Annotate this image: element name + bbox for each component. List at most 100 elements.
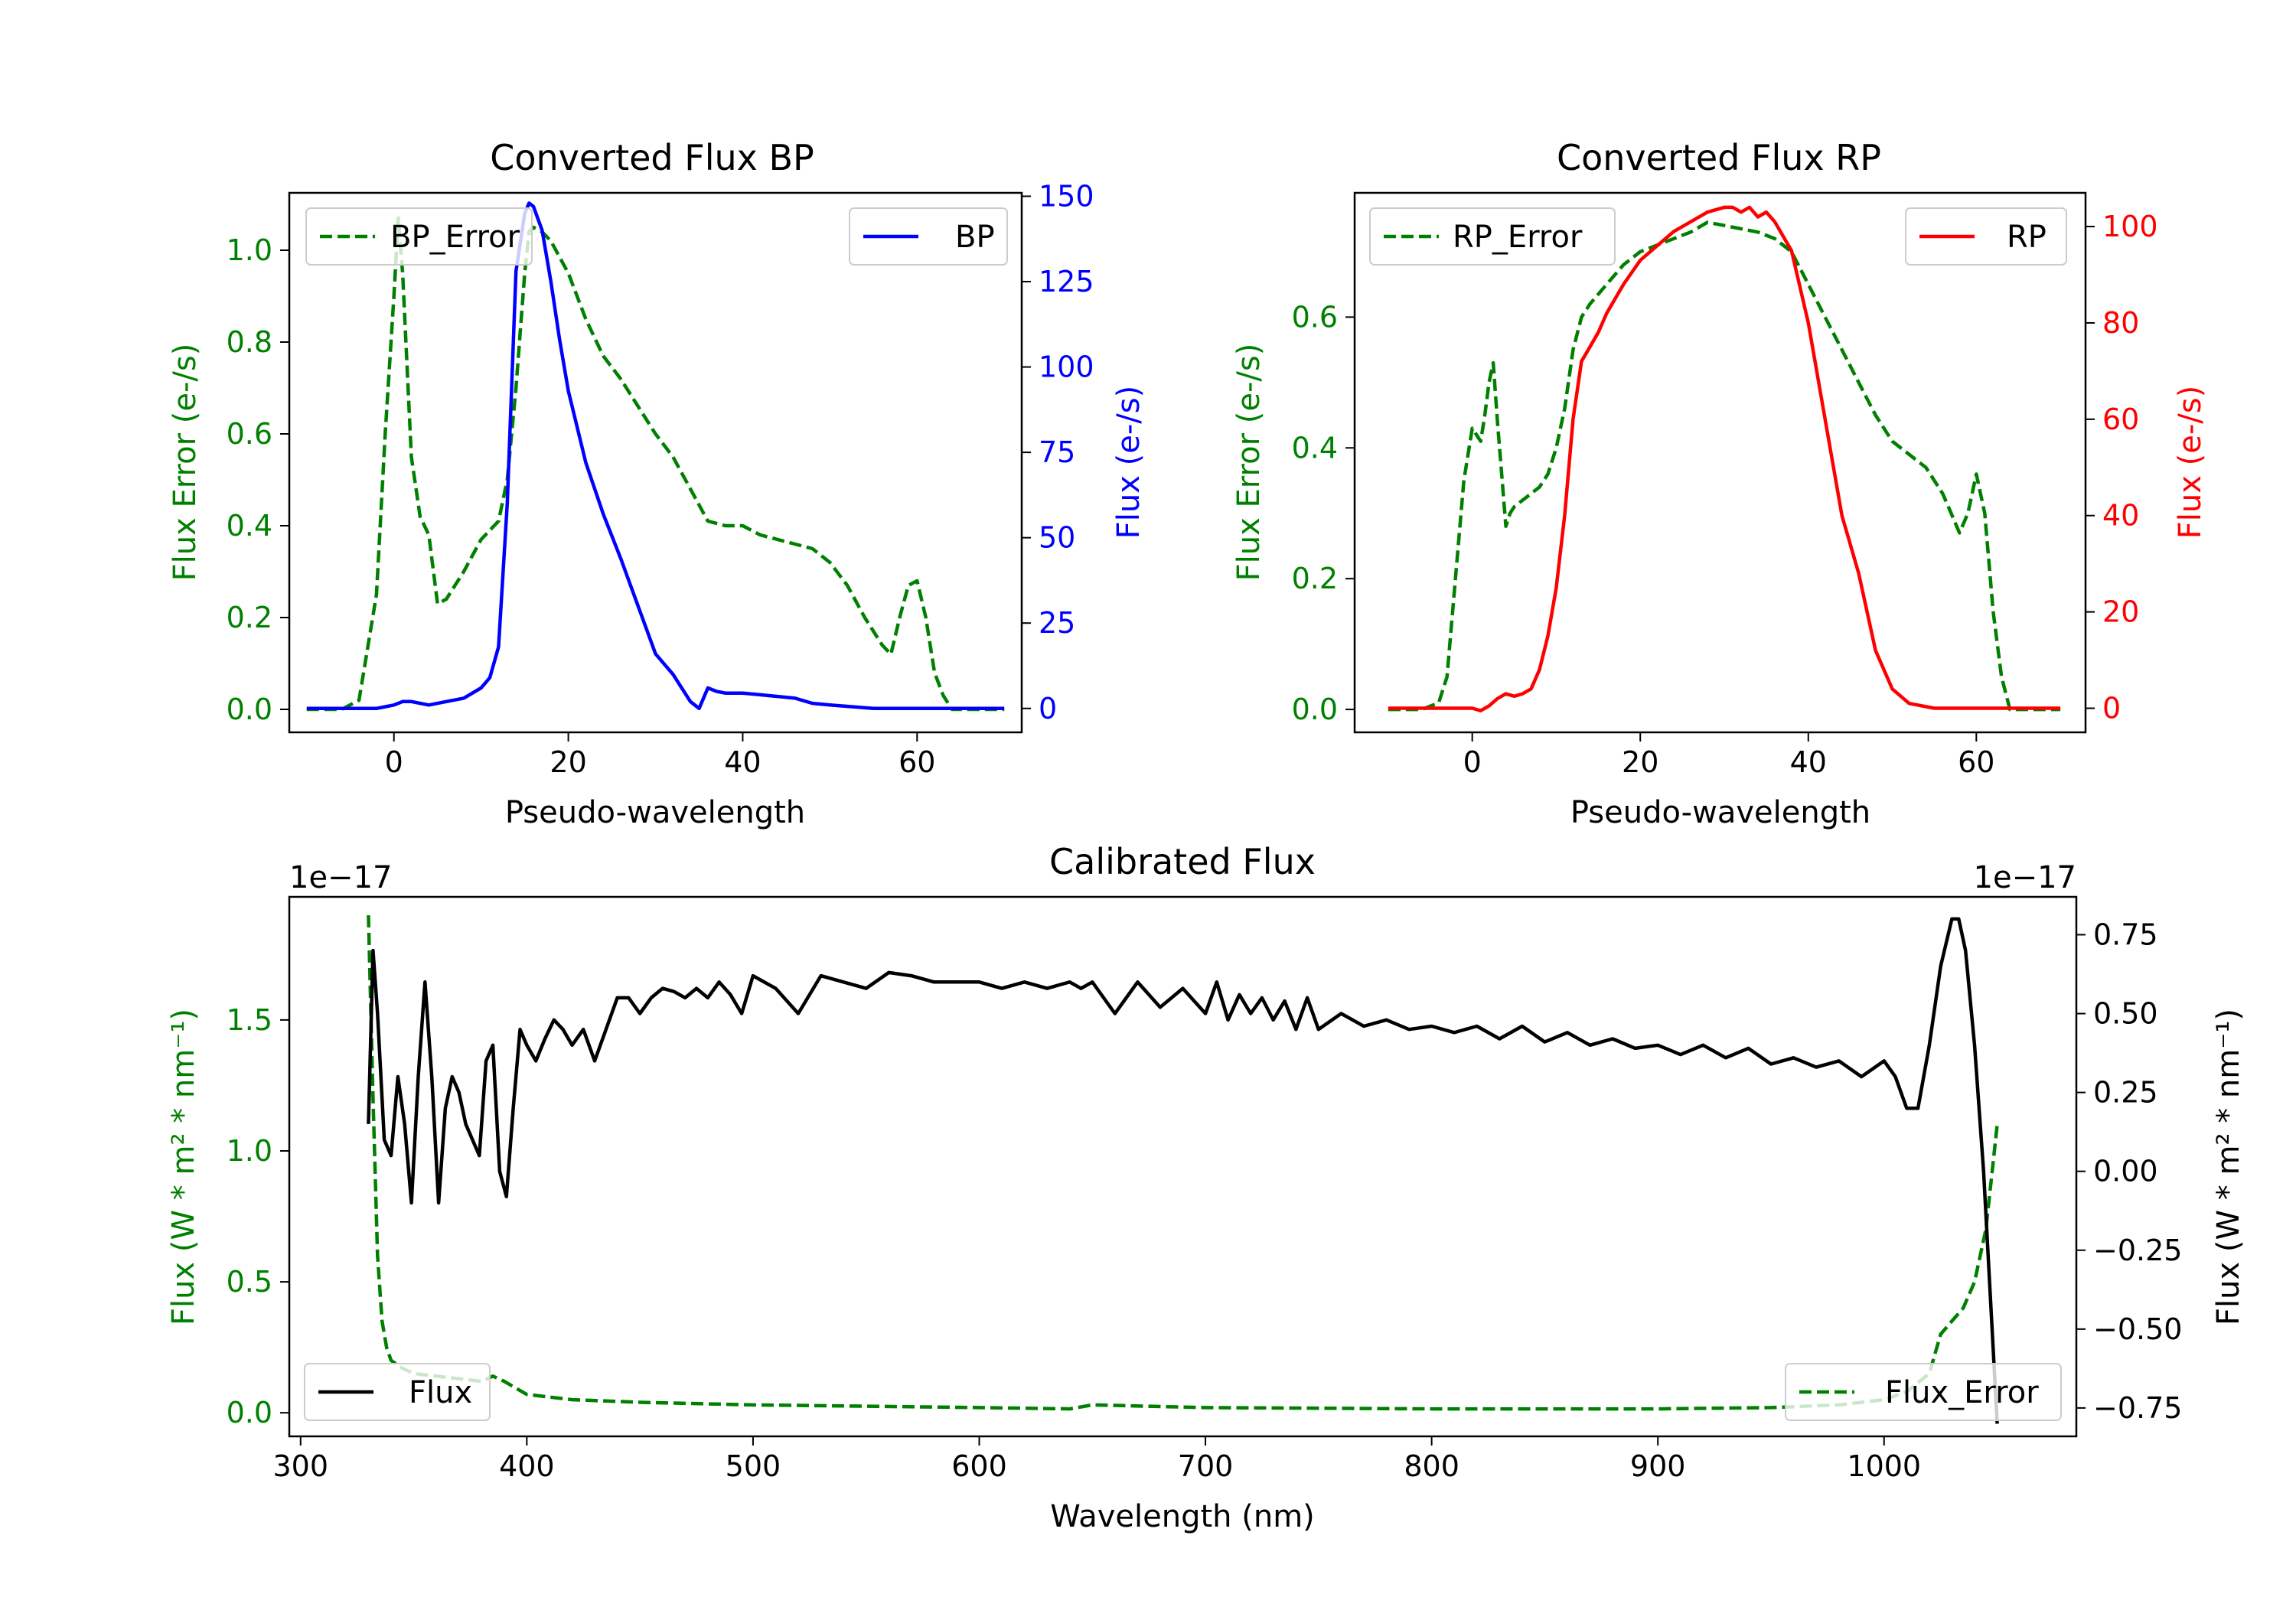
rp-title: Converted Flux RP [1557,137,1881,178]
bp-legend-error-label: BP_Error [390,220,520,255]
bp-x-ticks: 0 20 40 60 [385,732,935,779]
rp-left-tick-label: 0.4 [1292,431,1338,464]
bp-x-tick-label: 40 [724,745,761,779]
rp-right-axis-label: Flux (e-/s) [2173,386,2208,539]
bp-plot-area [306,201,1005,712]
bp-legend-error: BP_Error [305,207,533,266]
bp-left-ticks: 0.0 0.2 0.4 0.6 0.8 1.0 [227,233,289,726]
rp-legend-error: RP_Error [1369,207,1616,266]
calibrated-left-offset-text: 1e−17 [289,860,392,895]
bp-series-bp-line [306,201,1005,711]
rp-legend-error-label: RP_Error [1453,220,1583,255]
calibrated-x-tick-label: 1000 [1847,1449,1921,1483]
calibrated-right-tick-label: 0.25 [2093,1076,2158,1110]
rp-x-tick-label: 60 [1958,745,1994,779]
calibrated-x-tick-label: 700 [1178,1449,1234,1483]
calibrated-x-tick-label: 300 [273,1449,329,1483]
rp-x-tick-label: 40 [1790,745,1827,779]
bp-x-tick-label: 0 [385,745,403,779]
calibrated-legend-error-label: Flux_Error [1885,1375,2039,1410]
bp-right-tick-label: 125 [1039,265,1094,298]
bp-legend-flux: BP [849,207,1008,266]
bp-right-tick-label: 0 [1039,692,1057,725]
calibrated-plot-area [367,914,1999,1424]
bp-left-tick-label: 1.0 [227,233,272,267]
bp-legend-flux-label: BP [955,220,995,255]
calibrated-left-tick-label: 1.5 [227,1003,272,1037]
bp-x-axis-label: Pseudo-wavelength [505,795,805,830]
calibrated-x-ticks: 300 400 500 600 700 800 900 1000 [273,1436,1921,1483]
bp-right-axis-label: Flux (e-/s) [1111,386,1146,539]
rp-left-axis-label: Flux Error (e-/s) [1231,344,1267,582]
bp-left-tick-label: 0.4 [227,509,272,543]
calibrated-left-tick-label: 1.0 [227,1134,272,1168]
calibrated-legend-flux-label: Flux [409,1375,472,1410]
calibrated-right-ticks: −0.75 −0.50 −0.25 0.00 0.25 0.50 0.75 [2076,918,2182,1425]
bp-axes-frame [288,191,1023,734]
bp-x-tick-label: 20 [550,745,586,779]
calibrated-x-tick-label: 800 [1404,1449,1459,1483]
calibrated-x-tick-label: 900 [1630,1449,1686,1483]
rp-right-tick-label: 40 [2102,499,2139,533]
bp-left-tick-label: 0.6 [227,417,272,451]
bp-right-tick-label: 100 [1039,350,1094,384]
rp-series-rp-error-line [1388,220,2061,712]
calibrated-series-flux-error-line [367,914,1999,1411]
calibrated-title: Calibrated Flux [1049,841,1316,882]
calibrated-left-ticks: 0.0 0.5 1.0 1.5 [227,1003,289,1429]
rp-plot-area [1388,205,2061,712]
calibrated-right-tick-label: −0.50 [2093,1312,2182,1346]
bp-panel: Converted Flux BP 0 20 40 60 0.00.20.40.60.… [168,137,1146,830]
calibrated-right-offset-text: 1e−17 [1974,860,2076,895]
rp-right-tick-label: 0 [2102,692,2121,725]
bp-title: Converted Flux BP [490,137,814,178]
rp-axes-frame [1353,191,2087,734]
bp-left-tick-label: 0.2 [227,601,272,634]
calibrated-right-tick-label: −0.25 [2093,1234,2182,1267]
calibrated-axes-frame [288,895,2078,1438]
rp-legend-flux: RP [1905,207,2067,266]
calibrated-right-axis-label: Flux (W * m² * nm⁻¹) [2211,1009,2246,1325]
calibrated-x-tick-label: 600 [951,1449,1007,1483]
calibrated-x-tick-label: 500 [726,1449,781,1483]
calibrated-legend-error: Flux_Error [1785,1363,2062,1421]
bp-left-tick-label: 0.8 [227,325,272,359]
rp-left-tick-label: 0.2 [1292,562,1338,595]
calibrated-x-axis-label: Wavelength (nm) [1050,1499,1315,1534]
rp-right-tick-label: 100 [2102,210,2158,243]
rp-legend-flux-label: RP [2007,220,2047,255]
calibrated-x-tick-label: 400 [499,1449,555,1483]
calibrated-series-flux-line [367,917,1999,1424]
rp-series-rp-line [1388,205,2061,712]
calibrated-left-axis-label: Flux (W * m² * nm⁻¹) [166,1009,201,1325]
rp-right-tick-label: 60 [2102,403,2139,436]
calibrated-right-tick-label: 0.50 [2093,997,2158,1031]
calibrated-left-tick-label: 0.5 [227,1265,272,1299]
rp-x-axis-label: Pseudo-wavelength [1570,795,1870,830]
bp-x-tick-label: 60 [899,745,935,779]
rp-x-tick-label: 20 [1622,745,1658,779]
rp-left-tick-label: 0.0 [1292,693,1338,726]
calibrated-legend-flux: Flux [304,1363,491,1421]
calibrated-left-tick-label: 0.0 [227,1396,272,1429]
rp-x-tick-label: 0 [1463,745,1482,779]
rp-right-ticks: 0 20 40 60 80 100 [2086,210,2158,725]
bp-right-ticks: 0 25 50 75 100 125 150 [1022,179,1094,725]
bp-right-tick-label: 150 [1039,179,1094,213]
calibrated-right-tick-label: 0.75 [2093,918,2158,951]
bp-left-tick-label: 0.0 [227,693,272,726]
rp-left-ticks: 0.0 0.2 0.4 0.6 [1292,300,1355,726]
rp-right-tick-label: 20 [2102,595,2139,629]
calibrated-right-tick-label: 0.00 [2093,1155,2158,1188]
bp-left-axis-label: Flux Error (e-/s) [168,344,203,582]
rp-right-tick-label: 80 [2102,306,2139,340]
bp-right-tick-label: 75 [1039,435,1075,469]
bp-right-tick-label: 50 [1039,521,1075,555]
calibrated-panel: Calibrated Flux 1e−17 1e−17 300 400 500 600… [166,841,2246,1534]
rp-x-ticks: 0 20 40 60 [1463,732,1994,779]
rp-left-tick-label: 0.6 [1292,300,1338,334]
rp-panel: Converted Flux RP 0 20 40 60 0.0 0.2 0.4 0.6 0… [1231,137,2208,830]
calibrated-right-tick-label: −0.75 [2093,1391,2182,1425]
bp-series-bp-error-line [306,216,1005,712]
